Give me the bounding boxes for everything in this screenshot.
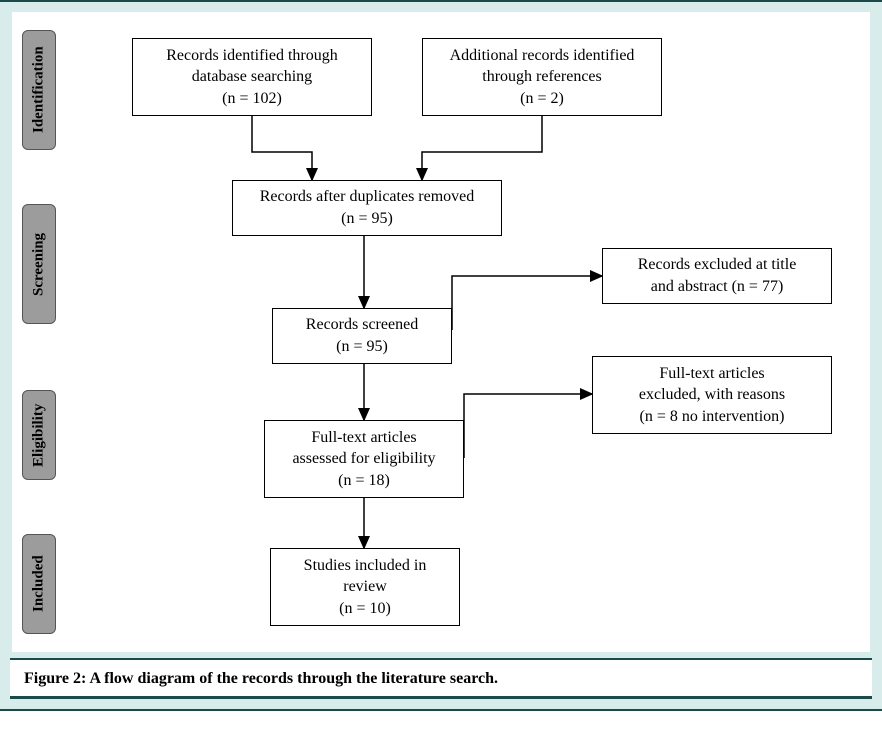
- node-refs-line1: Additional records identified: [450, 45, 635, 67]
- node-fulltext-line3: (n = 18): [338, 470, 390, 492]
- node-dedup-line1: Records after duplicates removed: [260, 186, 475, 208]
- node-dedup: Records after duplicates removed(n = 95): [232, 180, 502, 236]
- node-fulltext: Full-text articlesassessed for eligibili…: [264, 420, 464, 498]
- phase-included: Included: [22, 534, 56, 634]
- node-refs-line2: through references: [482, 66, 602, 88]
- node-fulltext-line1: Full-text articles: [311, 427, 416, 449]
- node-excl1-line1: Records excluded at title: [638, 254, 797, 276]
- node-excl2-line1: Full-text articles: [659, 363, 764, 385]
- edge: [464, 394, 592, 458]
- flowchart-canvas: Identification Screening Eligibility Includ…: [12, 12, 870, 652]
- edge: [422, 116, 542, 180]
- phase-screening: Screening: [22, 204, 56, 324]
- node-refs: Additional records identifiedthrough ref…: [422, 38, 662, 116]
- node-screened-line2: (n = 95): [336, 336, 388, 358]
- node-db: Records identified throughdatabase searc…: [132, 38, 372, 116]
- node-excl2: Full-text articlesexcluded, with reasons…: [592, 356, 832, 434]
- phase-eligibility: Eligibility: [22, 390, 56, 480]
- node-excl2-line2: excluded, with reasons: [639, 384, 785, 406]
- edge: [252, 116, 312, 180]
- node-screened-line1: Records screened: [306, 314, 418, 336]
- node-included-line3: (n = 10): [339, 598, 391, 620]
- node-included-line1: Studies included in: [304, 555, 427, 577]
- node-excl1: Records excluded at titleand abstract (n…: [602, 248, 832, 304]
- node-included-line2: review: [343, 576, 387, 598]
- figure-container: Identification Screening Eligibility Includ…: [0, 0, 882, 711]
- node-dedup-line2: (n = 95): [341, 208, 393, 230]
- node-excl2-line3: (n = 8 no intervention): [640, 406, 785, 428]
- node-fulltext-line2: assessed for eligibility: [292, 448, 435, 470]
- node-excl1-line2: and abstract (n = 77): [651, 276, 784, 298]
- edge: [452, 276, 602, 330]
- node-screened: Records screened(n = 95): [272, 308, 452, 364]
- phase-identification: Identification: [22, 30, 56, 150]
- node-db-line3: (n = 102): [222, 88, 282, 110]
- figure-caption: Figure 2: A flow diagram of the records …: [10, 658, 872, 699]
- node-included: Studies included inreview(n = 10): [270, 548, 460, 626]
- node-db-line1: Records identified through: [166, 45, 338, 67]
- node-db-line2: database searching: [192, 66, 312, 88]
- node-refs-line3: (n = 2): [520, 88, 564, 110]
